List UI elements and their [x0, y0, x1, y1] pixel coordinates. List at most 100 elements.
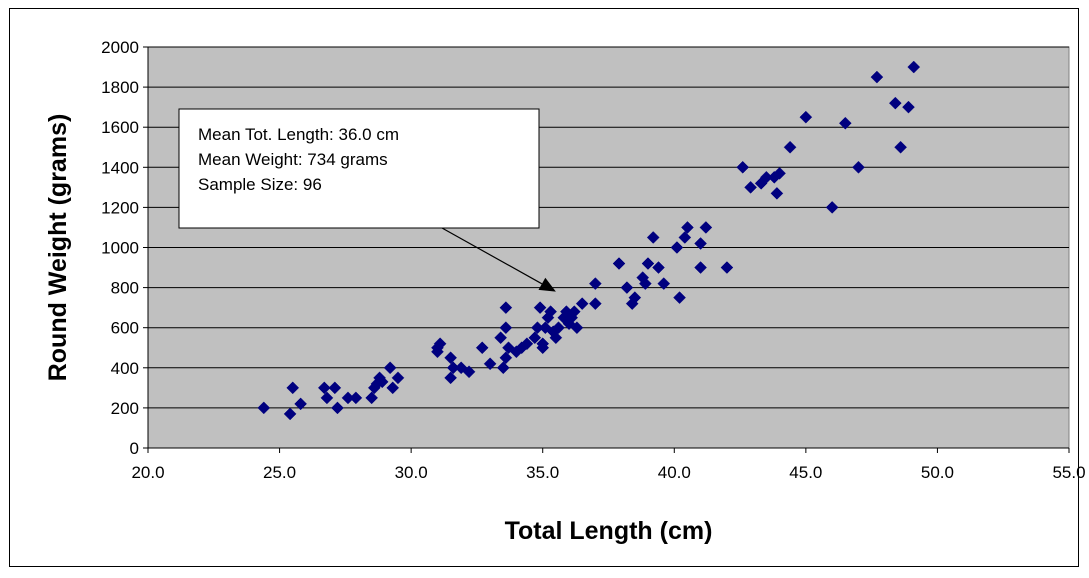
x-tick-label: 55.0 [1052, 463, 1085, 482]
y-tick-label: 1200 [101, 198, 139, 217]
data-point [533, 301, 547, 315]
y-tick-label: 200 [111, 399, 139, 418]
x-tick-label: 25.0 [263, 463, 296, 482]
data-point [383, 361, 397, 375]
data-point [499, 301, 513, 315]
data-point [294, 397, 307, 411]
data-point [567, 305, 581, 319]
data-point [638, 277, 652, 290]
data-point [528, 331, 542, 345]
x-tick-label: 50.0 [921, 463, 954, 482]
data-point [520, 337, 534, 351]
annotation: Mean Tot. Length: 36.0 cm Mean Weight: 7… [178, 108, 556, 292]
data-point [744, 180, 757, 194]
x-tick-label: 35.0 [526, 463, 559, 482]
data-point [770, 187, 784, 200]
data-point [773, 166, 786, 180]
annotation-arrowhead [538, 277, 556, 292]
data-point [673, 291, 686, 304]
data-point [902, 100, 915, 114]
data-point [888, 96, 902, 110]
data-point [462, 365, 476, 379]
x-tick-label: 30.0 [395, 463, 428, 482]
data-point [544, 305, 557, 319]
data-point [799, 110, 813, 124]
data-point [499, 351, 513, 365]
data-point [838, 116, 852, 130]
x-axis-title: Total Length (cm) [505, 517, 713, 545]
data-point [496, 361, 510, 375]
data-point [331, 401, 344, 415]
data-point [433, 337, 447, 351]
data-point [628, 291, 642, 304]
data-point [570, 321, 584, 335]
data-point [349, 391, 363, 405]
x-tick-label: 40.0 [658, 463, 691, 482]
data-point [549, 331, 563, 345]
data-point [652, 261, 665, 274]
data-point [317, 381, 331, 395]
data-point [720, 261, 734, 274]
y-tick-label: 1600 [101, 118, 139, 137]
y-tick-label: 1800 [101, 78, 139, 97]
data-point [646, 231, 660, 244]
x-tick-label: 45.0 [789, 463, 822, 482]
data-point [483, 357, 497, 371]
data-point [907, 60, 921, 74]
data-point [444, 351, 457, 365]
data-point [365, 391, 379, 405]
data-point [588, 297, 602, 310]
data-point [494, 331, 507, 345]
data-point [670, 241, 684, 254]
data-point [825, 201, 839, 214]
annotation-line-sample-size: Sample Size: 96 [198, 175, 322, 194]
annotation-box [178, 108, 540, 229]
data-point [575, 297, 589, 310]
y-tick-label: 400 [111, 359, 139, 378]
data-point [502, 341, 515, 355]
data-point [375, 375, 389, 389]
data-point [588, 277, 602, 290]
data-point [699, 221, 713, 234]
y-tick-label: 600 [111, 319, 139, 338]
data-point [552, 321, 565, 335]
y-axis-title: Round Weight (grams) [44, 114, 72, 382]
y-tick-label: 0 [130, 439, 139, 458]
y-tick-label: 1400 [101, 158, 139, 177]
data-point [283, 407, 297, 421]
data-point [678, 231, 692, 244]
data-point [444, 371, 457, 385]
data-point [681, 221, 694, 234]
axes: 0 200 400 600 800 1000 1200 1400 1600 1800 2000 20.… [101, 38, 1085, 482]
data-point [641, 257, 655, 270]
data-point [536, 341, 550, 355]
data-point [612, 257, 626, 270]
data-point [894, 140, 907, 154]
annotation-line-mean-length: Mean Tot. Length: 36.0 cm [198, 125, 399, 144]
data-point [620, 281, 634, 294]
y-tick-label: 2000 [101, 38, 139, 57]
data-point [657, 277, 671, 290]
data-point [694, 237, 707, 250]
y-tick-label: 1000 [101, 239, 139, 258]
y-tick-label: 800 [111, 279, 139, 298]
data-point [870, 70, 884, 84]
data-point [852, 160, 865, 174]
data-point [499, 321, 513, 335]
data-point [694, 261, 707, 274]
data-point [320, 391, 334, 405]
data-points [257, 60, 921, 421]
data-point [286, 381, 300, 395]
data-point [736, 160, 750, 174]
data-point [328, 381, 342, 395]
data-point [386, 381, 400, 395]
annotation-arrow [441, 227, 543, 285]
data-point [257, 401, 271, 415]
data-point [783, 140, 797, 154]
data-point [391, 371, 405, 385]
x-tick-label: 20.0 [131, 463, 164, 482]
annotation-line-mean-weight: Mean Weight: 734 grams [198, 150, 388, 169]
data-point [475, 341, 489, 355]
